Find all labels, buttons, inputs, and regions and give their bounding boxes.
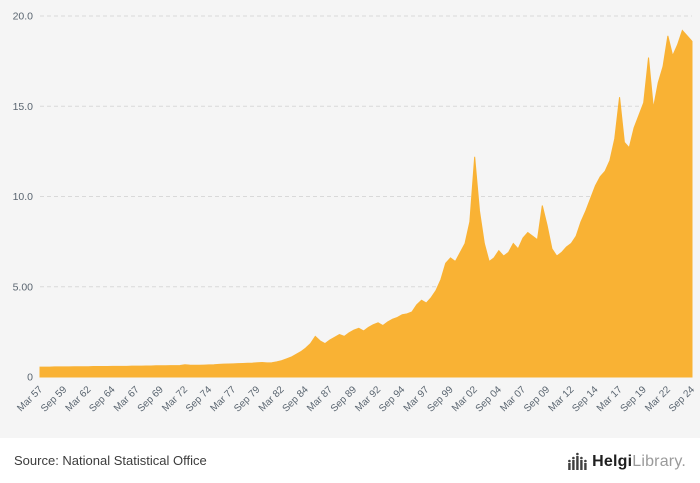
y-tick-label: 0 (27, 372, 33, 384)
source-text: Source: National Statistical Office (14, 453, 207, 468)
x-tick-label: Sep 09 (522, 384, 552, 414)
x-tick-label: Sep 79 (232, 384, 262, 414)
logo-text: HelgiLibrary. (592, 453, 686, 471)
x-tick-label: Sep 89 (329, 384, 359, 414)
x-tick-label: Sep 74 (184, 384, 214, 414)
x-tick-label: Sep 84 (281, 384, 311, 414)
helgi-library-logo[interactable]: HelgiLibrary. (567, 451, 686, 471)
y-tick-label: 20.0 (13, 11, 34, 23)
chart-section: 0 5.00 10.0 15.0 20.0 Mar 57 Sep 59 Mar 62 Sep 6… (12, 10, 698, 415)
x-tick-label: Sep 14 (570, 384, 600, 414)
bar-chart-logo-icon (568, 452, 587, 470)
x-tick-label: Sep 19 (619, 384, 649, 414)
x-tick-label: Sep 04 (474, 384, 504, 414)
chart-footer: Source: National Statistical Office Helg… (0, 438, 700, 483)
y-tick-label: 10.0 (13, 191, 34, 203)
x-tick-label: Sep 59 (39, 384, 69, 414)
logo-text-secondary: Library. (632, 452, 686, 470)
x-tick-label: Sep 69 (136, 384, 166, 414)
x-tick-label: Sep 99 (425, 384, 455, 414)
x-tick-label: Sep 94 (377, 384, 407, 414)
area-series (39, 29, 693, 378)
y-tick-label: 5.00 (13, 281, 34, 293)
logo-text-primary: Helgi (592, 452, 633, 470)
y-tick-label: 15.0 (13, 101, 34, 113)
x-tick-label: Sep 24 (667, 384, 697, 414)
x-tick-label: Sep 64 (87, 384, 117, 414)
